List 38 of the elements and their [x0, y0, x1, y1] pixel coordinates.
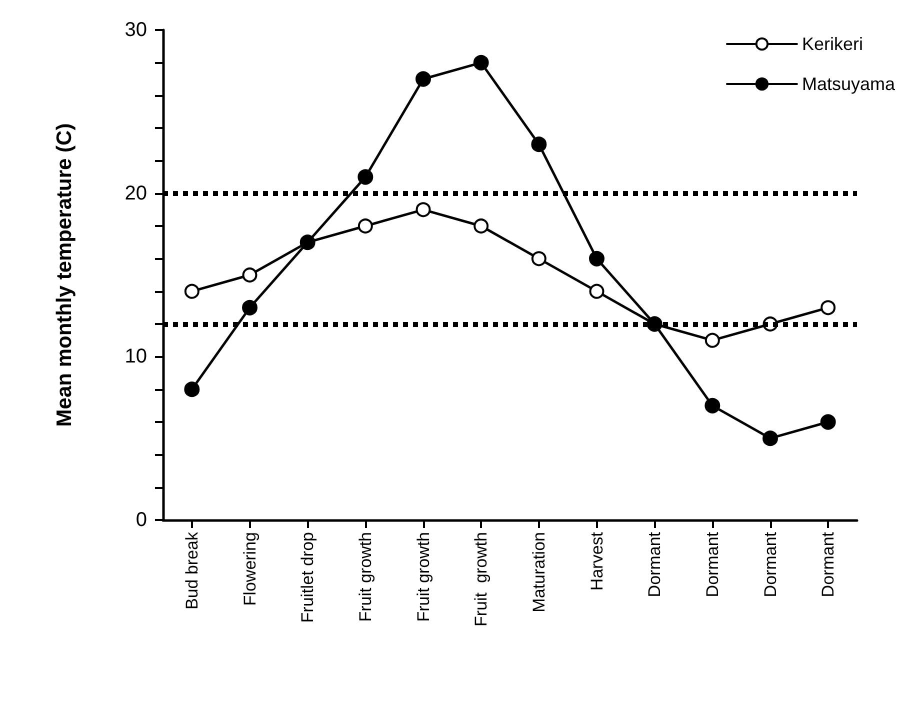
y-axis-title: Mean monthly temperature (C)	[53, 123, 76, 427]
y-tick-label: 30	[124, 19, 147, 41]
x-tick-label: Flowering	[240, 532, 260, 606]
point	[416, 71, 431, 87]
point	[704, 398, 720, 414]
x-tick-label: Fruit growth	[356, 532, 375, 622]
point	[531, 136, 547, 152]
point	[242, 268, 258, 282]
point	[358, 218, 373, 234]
point	[358, 169, 374, 185]
point	[820, 414, 836, 430]
legend-label: Matsuyama	[802, 74, 896, 94]
x-tick-label: Fruit growth	[472, 532, 491, 626]
point	[184, 382, 200, 398]
point	[762, 430, 778, 446]
x-tick-label: Dormant	[760, 532, 780, 598]
point	[589, 284, 604, 299]
x-tick-label: Harvest	[587, 532, 606, 591]
point	[820, 300, 836, 316]
point	[184, 284, 200, 299]
x-tick-label: Maturation	[529, 532, 548, 612]
point	[531, 251, 546, 266]
x-tick-label: Fruitlet drop	[298, 532, 318, 623]
x-tick-label: Dormant	[702, 532, 722, 598]
x-tick-label: Fruit growth	[414, 532, 433, 622]
point	[589, 250, 604, 266]
y-tick-label: 20	[124, 182, 147, 204]
x-tick-label: Dormant	[645, 532, 664, 598]
point	[473, 54, 489, 70]
x-tick-label: Dormant	[818, 532, 838, 598]
point	[704, 332, 720, 348]
y-tick-label: 10	[124, 346, 147, 368]
x-tick-label: Bud break	[182, 532, 202, 610]
point	[416, 202, 431, 218]
point	[242, 300, 258, 316]
y-tick-label: 0	[136, 509, 147, 531]
legend-label: Kerikeri	[802, 34, 863, 54]
point	[474, 218, 489, 234]
